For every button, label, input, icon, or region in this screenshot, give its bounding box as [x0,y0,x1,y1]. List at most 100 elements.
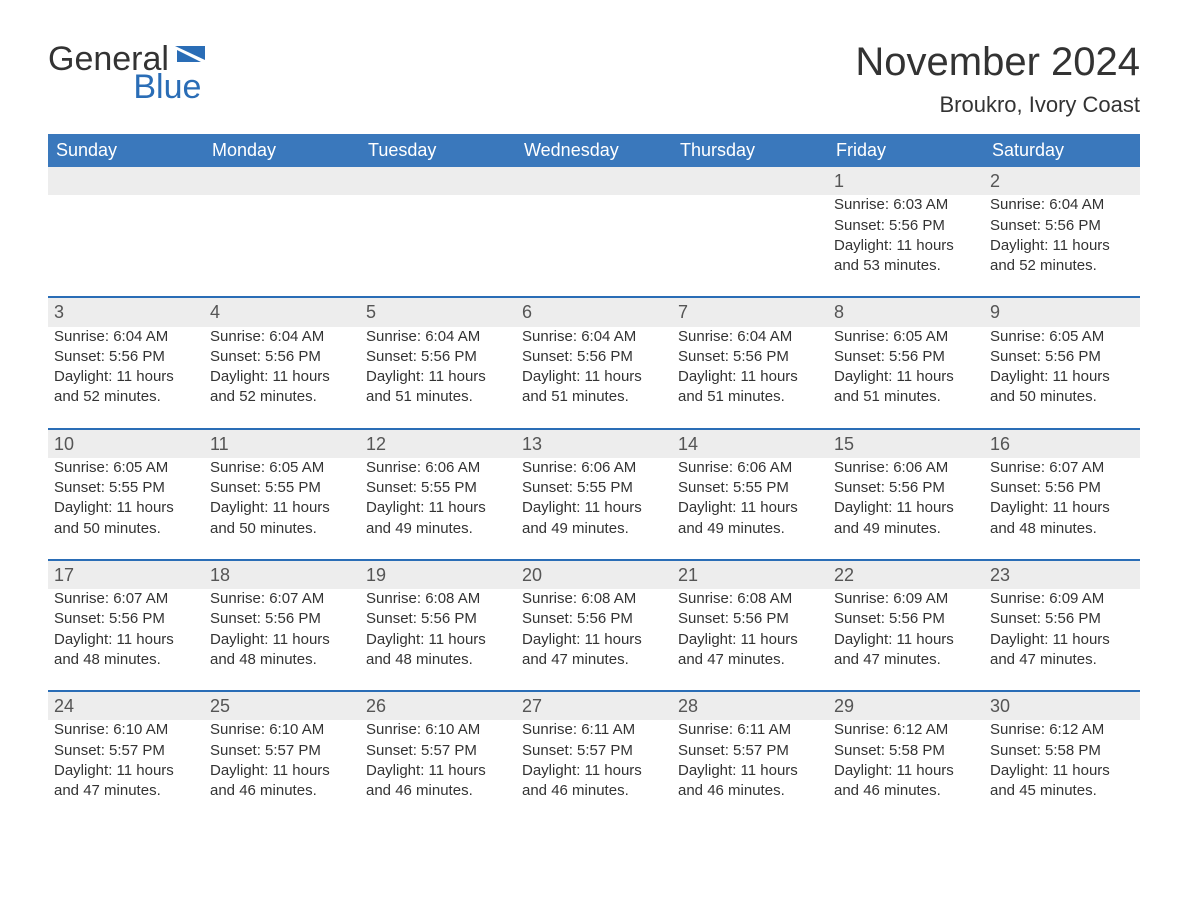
day-cell: Sunrise: 6:04 AMSunset: 5:56 PMDaylight:… [984,195,1140,297]
day2-text: and 46 minutes. [522,781,666,801]
sunrise-text: Sunrise: 6:04 AM [522,327,666,347]
empty-cell [204,167,360,195]
sunrise-text: Sunrise: 6:07 AM [54,589,198,609]
day-number: 22 [828,560,984,589]
day1-text: Daylight: 11 hours [678,367,822,387]
day-number: 14 [672,429,828,458]
day1-text: Daylight: 11 hours [678,630,822,650]
day-number: 17 [48,560,204,589]
day-cell: Sunrise: 6:10 AMSunset: 5:57 PMDaylight:… [48,720,204,821]
sunset-text: Sunset: 5:58 PM [834,741,978,761]
daynum-row: 3456789 [48,297,1140,326]
day2-text: and 46 minutes. [678,781,822,801]
day2-text: and 47 minutes. [990,650,1134,670]
day1-text: Daylight: 11 hours [54,367,198,387]
month-title: November 2024 [855,40,1140,84]
day1-text: Daylight: 11 hours [366,498,510,518]
day1-text: Daylight: 11 hours [522,761,666,781]
day-number: 10 [48,429,204,458]
empty-cell [672,167,828,195]
day-cell: Sunrise: 6:04 AMSunset: 5:56 PMDaylight:… [672,327,828,429]
sunset-text: Sunset: 5:55 PM [366,478,510,498]
weekday-header: Wednesday [516,134,672,167]
detail-row: Sunrise: 6:07 AMSunset: 5:56 PMDaylight:… [48,589,1140,691]
day2-text: and 45 minutes. [990,781,1134,801]
sunrise-text: Sunrise: 6:08 AM [366,589,510,609]
sunset-text: Sunset: 5:56 PM [990,347,1134,367]
day-number: 4 [204,297,360,326]
day2-text: and 52 minutes. [54,387,198,407]
day-number: 27 [516,691,672,720]
sunset-text: Sunset: 5:56 PM [54,609,198,629]
day1-text: Daylight: 11 hours [990,236,1134,256]
day-cell: Sunrise: 6:06 AMSunset: 5:56 PMDaylight:… [828,458,984,560]
sunrise-text: Sunrise: 6:05 AM [210,458,354,478]
sunrise-text: Sunrise: 6:05 AM [834,327,978,347]
sunrise-text: Sunrise: 6:04 AM [678,327,822,347]
day1-text: Daylight: 11 hours [366,367,510,387]
sunrise-text: Sunrise: 6:04 AM [990,195,1134,215]
day-number: 26 [360,691,516,720]
day-cell: Sunrise: 6:05 AMSunset: 5:55 PMDaylight:… [204,458,360,560]
empty-cell [516,195,672,297]
day-cell: Sunrise: 6:03 AMSunset: 5:56 PMDaylight:… [828,195,984,297]
day-cell: Sunrise: 6:12 AMSunset: 5:58 PMDaylight:… [984,720,1140,821]
empty-cell [672,195,828,297]
day-number: 1 [828,167,984,195]
sunrise-text: Sunrise: 6:07 AM [990,458,1134,478]
day-cell: Sunrise: 6:05 AMSunset: 5:56 PMDaylight:… [984,327,1140,429]
day-number: 19 [360,560,516,589]
day-number: 25 [204,691,360,720]
day1-text: Daylight: 11 hours [990,630,1134,650]
sunset-text: Sunset: 5:56 PM [210,347,354,367]
day-cell: Sunrise: 6:11 AMSunset: 5:57 PMDaylight:… [516,720,672,821]
day-number: 8 [828,297,984,326]
sunset-text: Sunset: 5:56 PM [366,347,510,367]
sunrise-text: Sunrise: 6:07 AM [210,589,354,609]
day2-text: and 46 minutes. [210,781,354,801]
day-number: 23 [984,560,1140,589]
day1-text: Daylight: 11 hours [366,761,510,781]
day1-text: Daylight: 11 hours [678,498,822,518]
calendar-table: SundayMondayTuesdayWednesdayThursdayFrid… [48,134,1140,821]
day2-text: and 51 minutes. [834,387,978,407]
sunset-text: Sunset: 5:56 PM [834,478,978,498]
sunset-text: Sunset: 5:55 PM [678,478,822,498]
detail-row: Sunrise: 6:03 AMSunset: 5:56 PMDaylight:… [48,195,1140,297]
sunrise-text: Sunrise: 6:10 AM [366,720,510,740]
detail-row: Sunrise: 6:04 AMSunset: 5:56 PMDaylight:… [48,327,1140,429]
day-cell: Sunrise: 6:07 AMSunset: 5:56 PMDaylight:… [48,589,204,691]
empty-cell [48,167,204,195]
day-cell: Sunrise: 6:06 AMSunset: 5:55 PMDaylight:… [516,458,672,560]
weekday-header: Friday [828,134,984,167]
day1-text: Daylight: 11 hours [366,630,510,650]
day1-text: Daylight: 11 hours [54,630,198,650]
day2-text: and 49 minutes. [834,519,978,539]
day-number: 7 [672,297,828,326]
day-cell: Sunrise: 6:05 AMSunset: 5:55 PMDaylight:… [48,458,204,560]
day1-text: Daylight: 11 hours [522,367,666,387]
day-cell: Sunrise: 6:10 AMSunset: 5:57 PMDaylight:… [204,720,360,821]
location-label: Broukro, Ivory Coast [855,92,1140,118]
day-cell: Sunrise: 6:09 AMSunset: 5:56 PMDaylight:… [828,589,984,691]
day1-text: Daylight: 11 hours [210,367,354,387]
weekday-header: Tuesday [360,134,516,167]
day-number: 21 [672,560,828,589]
sunrise-text: Sunrise: 6:05 AM [54,458,198,478]
day2-text: and 48 minutes. [990,519,1134,539]
day-number: 3 [48,297,204,326]
day1-text: Daylight: 11 hours [834,367,978,387]
day1-text: Daylight: 11 hours [54,498,198,518]
sunset-text: Sunset: 5:56 PM [522,609,666,629]
day-number: 24 [48,691,204,720]
day-cell: Sunrise: 6:09 AMSunset: 5:56 PMDaylight:… [984,589,1140,691]
day1-text: Daylight: 11 hours [834,498,978,518]
day-number: 30 [984,691,1140,720]
day-cell: Sunrise: 6:12 AMSunset: 5:58 PMDaylight:… [828,720,984,821]
day-number: 5 [360,297,516,326]
day2-text: and 51 minutes. [522,387,666,407]
sunset-text: Sunset: 5:57 PM [366,741,510,761]
sunrise-text: Sunrise: 6:08 AM [678,589,822,609]
sunrise-text: Sunrise: 6:06 AM [678,458,822,478]
empty-cell [360,167,516,195]
